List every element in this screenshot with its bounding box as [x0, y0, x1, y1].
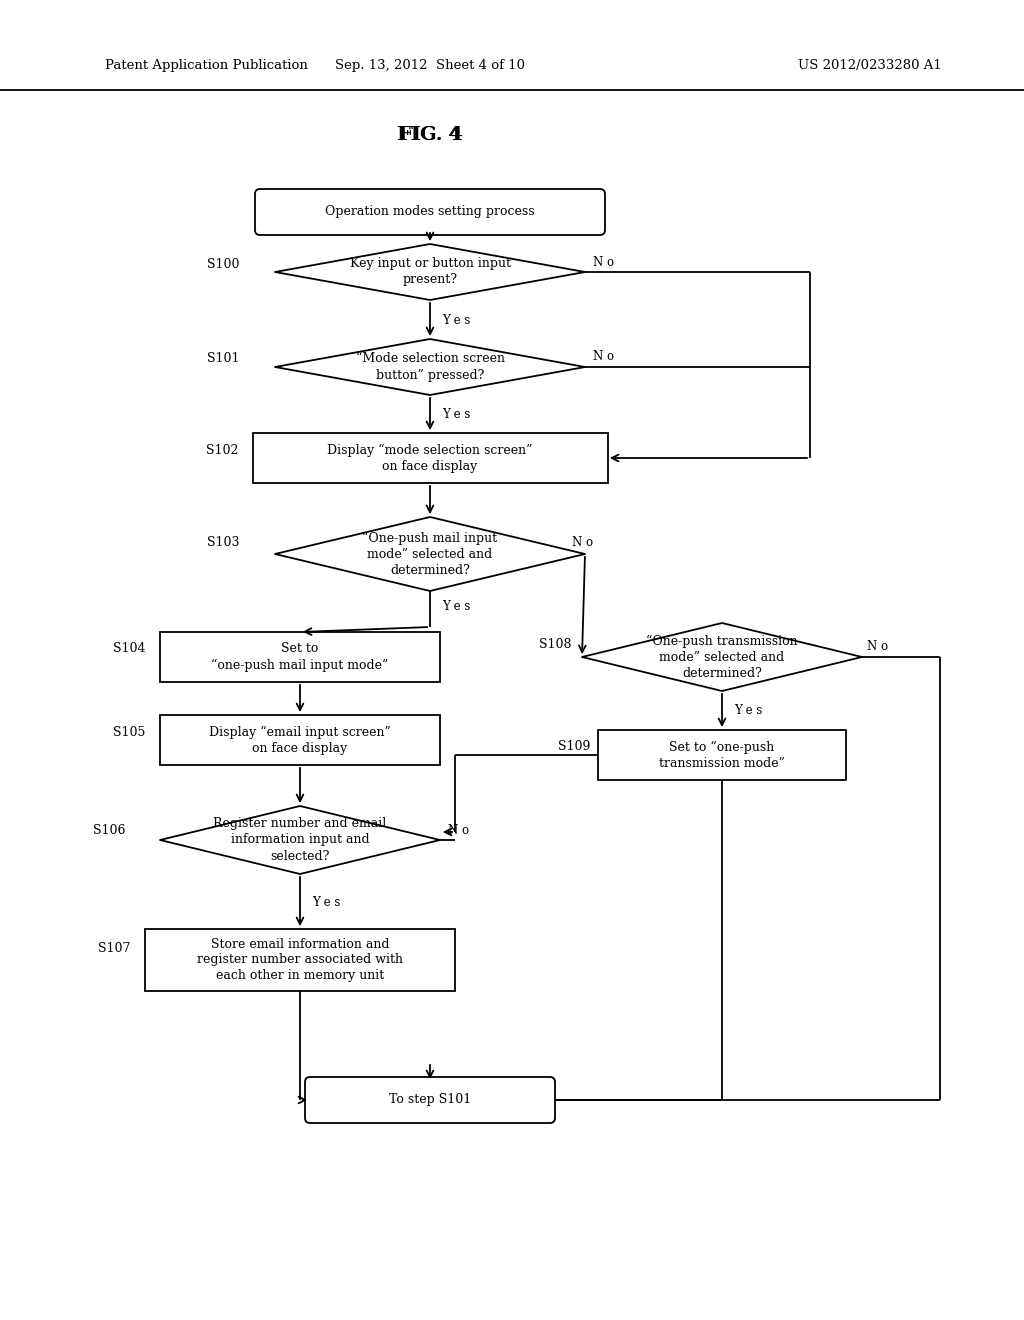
Text: S109: S109 [558, 741, 590, 754]
Text: Set to “one-push
transmission mode”: Set to “one-push transmission mode” [659, 741, 785, 770]
Bar [598, 730, 846, 780]
Text: Key input or button input
present?: Key input or button input present? [349, 257, 511, 286]
Polygon shape [160, 807, 440, 874]
Text: Patent Application Publication: Patent Application Publication [105, 58, 308, 71]
Text: N o: N o [593, 351, 614, 363]
Bar [160, 715, 440, 766]
Bar [253, 433, 607, 483]
Text: S106: S106 [92, 824, 125, 837]
Text: FIG. 4: FIG. 4 [397, 125, 463, 144]
Text: “One-push mail input
mode” selected and
determined?: “One-push mail input mode” selected and … [362, 532, 498, 577]
Text: Register number and email
information input and
selected?: Register number and email information in… [213, 817, 387, 862]
Text: “Mode selection screen
button” pressed?: “Mode selection screen button” pressed? [355, 352, 505, 381]
Polygon shape [582, 623, 862, 690]
Text: N o: N o [572, 536, 594, 549]
Text: S104: S104 [113, 643, 145, 656]
Text: S108: S108 [540, 639, 572, 652]
Text: N o: N o [867, 640, 888, 653]
Bar [160, 632, 440, 682]
Text: Operation modes setting process: Operation modes setting process [326, 206, 535, 219]
Polygon shape [275, 339, 585, 395]
Text: Set to
“one-push mail input mode”: Set to “one-push mail input mode” [211, 643, 389, 672]
Text: S102: S102 [206, 444, 238, 457]
Text: US 2012/0233280 A1: US 2012/0233280 A1 [798, 58, 942, 71]
Text: Display “mode selection screen”
on face display: Display “mode selection screen” on face … [328, 444, 532, 473]
Text: Y e s: Y e s [442, 314, 470, 326]
Text: S107: S107 [97, 941, 130, 954]
Polygon shape [275, 244, 585, 300]
Text: S103: S103 [208, 536, 240, 549]
Text: To step S101: To step S101 [389, 1093, 471, 1106]
Text: FIG. 4: FIG. 4 [399, 125, 461, 144]
Bar [145, 929, 455, 991]
Polygon shape [275, 517, 585, 591]
Text: Y e s: Y e s [734, 705, 763, 718]
Text: Store email information and
register number associated with
each other in memory: Store email information and register num… [197, 937, 403, 982]
Text: Y e s: Y e s [442, 599, 470, 612]
FancyBboxPatch shape [255, 189, 605, 235]
Text: Y e s: Y e s [312, 895, 340, 908]
Text: Y e s: Y e s [442, 408, 470, 421]
Text: S105: S105 [113, 726, 145, 738]
Text: Display “email input screen”
on face display: Display “email input screen” on face dis… [209, 726, 391, 755]
FancyBboxPatch shape [305, 1077, 555, 1123]
Text: N o: N o [593, 256, 614, 268]
Text: “One-push transmission
mode” selected and
determined?: “One-push transmission mode” selected an… [646, 635, 798, 680]
Text: S101: S101 [208, 352, 240, 366]
Text: Sep. 13, 2012  Sheet 4 of 10: Sep. 13, 2012 Sheet 4 of 10 [335, 58, 525, 71]
Text: S100: S100 [208, 257, 240, 271]
Text: N o: N o [449, 824, 469, 837]
